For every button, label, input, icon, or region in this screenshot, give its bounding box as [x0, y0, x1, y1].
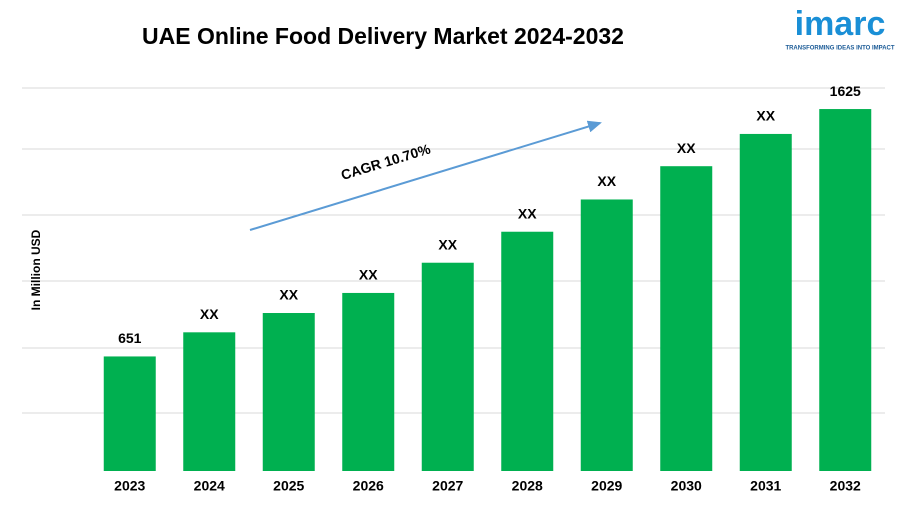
data-label: XX: [279, 287, 298, 303]
data-label: XX: [756, 108, 775, 124]
bar: [421, 262, 474, 471]
bar: [342, 292, 395, 471]
data-label: 651: [118, 330, 142, 346]
data-label: XX: [677, 140, 696, 156]
x-tick-label: 2030: [671, 478, 702, 494]
data-label: 1625: [830, 83, 861, 99]
logo-tagline: TRANSFORMING IDEAS INTO IMPACT: [785, 46, 894, 52]
x-tick-label: 2029: [591, 478, 622, 494]
x-tick-label: 2025: [273, 478, 304, 494]
data-label: XX: [200, 306, 219, 322]
chart-title: UAE Online Food Delivery Market 2024-203…: [142, 23, 624, 49]
cagr-annotation: CAGR 10.70%: [339, 140, 433, 183]
y-axis-label: In Million USD: [29, 229, 43, 310]
data-label: XX: [518, 205, 537, 221]
x-tick-label: 2031: [750, 478, 781, 494]
x-tick-label: 2028: [512, 478, 543, 494]
bar: [739, 133, 792, 471]
bar: [262, 313, 315, 471]
logo-name: imarc: [795, 5, 886, 43]
x-tick-label: 2026: [353, 478, 384, 494]
x-tick-label: 2027: [432, 478, 463, 494]
x-tick-label: 2024: [194, 478, 225, 494]
data-label: XX: [359, 267, 378, 283]
bar: [580, 199, 633, 471]
bar: [660, 166, 713, 471]
x-tick-label: 2032: [830, 478, 861, 494]
bar: [183, 332, 236, 471]
logo: imarc TRANSFORMING IDEAS INTO IMPACT: [785, 5, 894, 52]
bar: [819, 109, 872, 472]
x-tick-label: 2023: [114, 478, 145, 494]
data-label: XX: [438, 236, 457, 252]
data-label: XX: [597, 173, 616, 189]
cagr-arrow: [249, 120, 602, 231]
bar: [501, 231, 554, 471]
bar: [103, 356, 156, 471]
